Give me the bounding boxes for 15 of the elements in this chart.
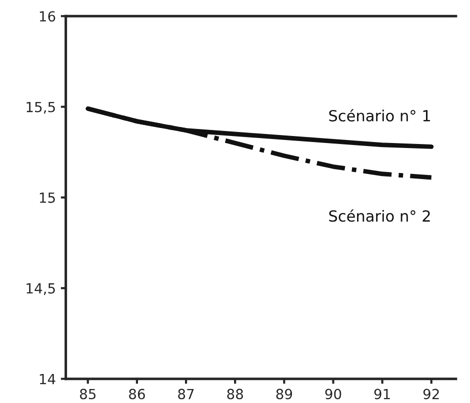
series-label: Scénario n° 1 [329,109,430,122]
y-tick-label: 15,5 [26,102,55,114]
y-tick-label: 14,5 [26,283,55,296]
x-tick-label: 88 [227,388,243,400]
x-tick-label: 85 [80,388,96,400]
x-tick-label: 91 [374,388,390,400]
x-tick-label: 86 [129,388,145,400]
y-tick-label: 15 [40,192,55,203]
y-tick-label: 14 [40,374,56,384]
x-tick-label: 89 [276,388,292,400]
x-tick-label: 90 [325,388,342,400]
x-tick-label: 92 [423,388,439,400]
x-tick-label: 87 [178,388,194,400]
text: Scénario n° 2 [329,209,430,222]
y-tick-label: 16 [40,11,56,22]
